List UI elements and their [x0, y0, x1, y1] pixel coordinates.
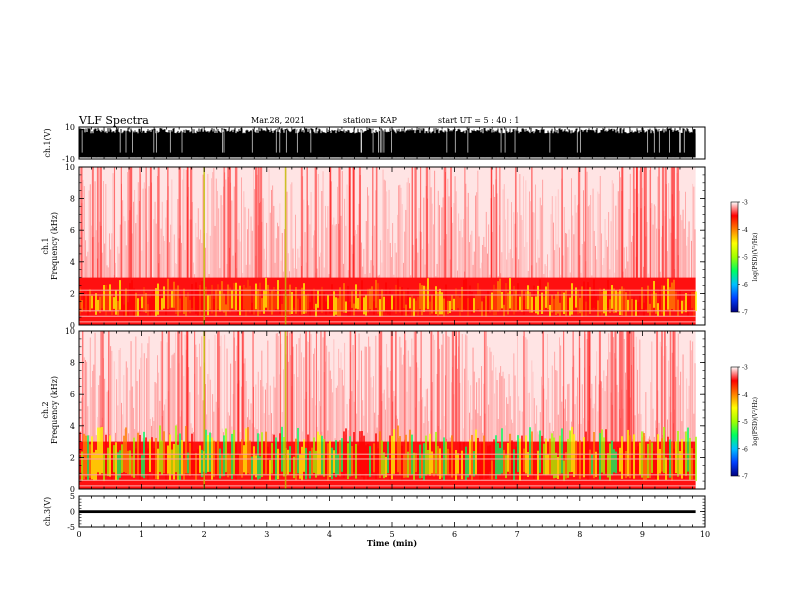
ytick-label: 2 [70, 289, 75, 298]
ch2-colorbar [730, 366, 739, 477]
xtick-label: 7 [515, 530, 520, 539]
ch1-colorbar-label: log(PSD)(V²/Hz) [752, 233, 759, 282]
ytick-label: 0 [70, 485, 75, 494]
date-label: Mar.28, 2021 [251, 116, 306, 125]
ch1-ylabel: ch.1(V) [43, 128, 52, 157]
axis-title-line: ch.1 [41, 237, 50, 254]
colorbar-title: log(PSD)(V²/Hz) [752, 233, 759, 282]
axis-title-line: Frequency (kHz) [50, 376, 59, 444]
xtick-label: 8 [577, 530, 582, 539]
ytick-label: 0 [70, 321, 75, 330]
data-layer [78, 127, 697, 514]
xtick-label: 0 [76, 530, 81, 539]
axis-title-line: ch.2 [41, 401, 50, 418]
ytick-label: 6 [70, 226, 75, 235]
colorbar-tick-label: -7 [742, 474, 748, 481]
ytick-label: 10 [65, 163, 75, 172]
colorbar-tick-label: -4 [742, 227, 748, 234]
ytick-label: 5 [70, 492, 75, 501]
axis-title-line: ch.1(V) [43, 128, 52, 157]
colorbar-title: log(PSD)(V²/Hz) [752, 397, 759, 446]
colorbar-tick-label: -6 [742, 446, 748, 453]
ytick-label: 6 [70, 390, 75, 399]
ytick-label: 4 [70, 258, 75, 267]
xtick-label: 5 [389, 530, 394, 539]
colorbar-tick-label: -5 [742, 255, 748, 262]
ch1-spec-ylabel: ch.1 Frequency (kHz) [41, 212, 59, 280]
ytick-label: -5 [67, 523, 75, 532]
ch2-spec-ylabel: ch.2 Frequency (kHz) [41, 376, 59, 444]
colorbar-tick-label: -3 [742, 200, 748, 207]
colorbar-tick-label: -3 [742, 365, 748, 372]
xtick-label: 9 [640, 530, 645, 539]
ytick-label: 10 [65, 123, 75, 132]
ytick-label: 8 [70, 359, 75, 368]
ytick-label: 0 [70, 508, 75, 517]
ch1-colorbar [730, 201, 739, 313]
xtick-label: 3 [264, 530, 269, 539]
axis-title-line: Frequency (kHz) [50, 212, 59, 280]
axis-title-line: ch.3(V) [43, 497, 52, 526]
plot-title: VLF Spectra [79, 114, 149, 127]
ytick-label: 10 [65, 327, 75, 336]
ch3-waveform-trace [79, 510, 696, 514]
ytick-label: -10 [62, 155, 75, 164]
xtick-label: 4 [327, 530, 332, 539]
colorbar-tick-label: -5 [742, 419, 748, 426]
ch1-waveform-trace [78, 127, 696, 158]
colorbar-tick-label: -4 [742, 392, 748, 399]
xtick-label: 2 [202, 530, 207, 539]
station-label: station= KAP [343, 116, 397, 125]
xaxis-title: Time (min) [367, 538, 417, 548]
start-time-label: start UT = 5 : 40 : 1 [438, 116, 520, 125]
ch3-ylabel: ch.3(V) [43, 497, 52, 526]
spectrogram-image-ch1 [79, 167, 697, 325]
xtick-label: 6 [452, 530, 457, 539]
xtick-label: 10 [700, 530, 710, 539]
xtick-label: 1 [139, 530, 144, 539]
ytick-label: 4 [70, 422, 75, 431]
colorbar-tick-label: -7 [742, 310, 748, 317]
spectrogram-image-ch2 [79, 331, 697, 489]
ytick-label: 8 [70, 195, 75, 204]
ch2-colorbar-label: log(PSD)(V²/Hz) [752, 397, 759, 446]
ytick-label: 2 [70, 453, 75, 462]
colorbar-tick-label: -6 [742, 282, 748, 289]
